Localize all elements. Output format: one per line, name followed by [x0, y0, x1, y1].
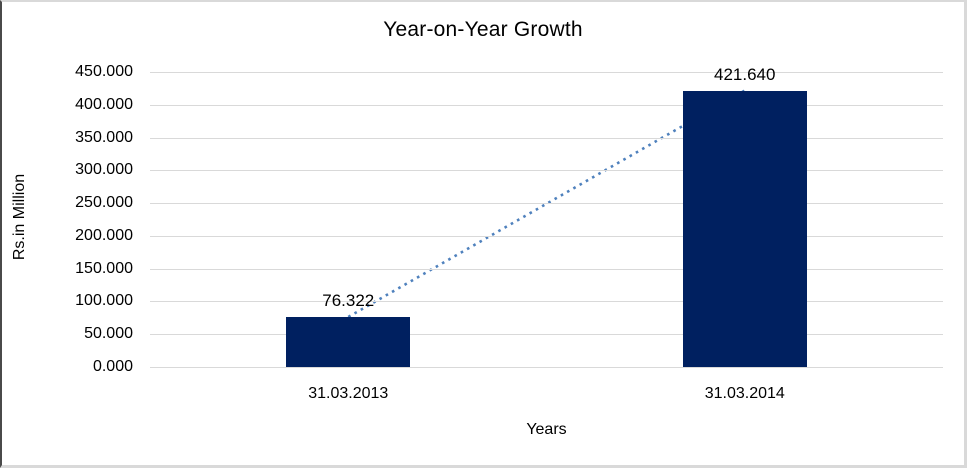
gridline: [150, 137, 943, 139]
gridline: [150, 104, 943, 106]
y-tick-label: 100.000: [75, 292, 133, 310]
y-axis-title: Rs.in Million: [11, 173, 28, 261]
y-tick-label: 450.000: [75, 63, 133, 80]
bar-31.03.2014: [682, 90, 807, 367]
gridline: [150, 334, 943, 336]
y-tick-label: 400.000: [75, 95, 133, 113]
gridline: [150, 170, 943, 172]
x-axis: 31.03.2013 31.03.2014: [150, 385, 943, 405]
y-tick-label: 250.000: [75, 194, 133, 212]
gridline: [150, 367, 943, 368]
chart-title: Year-on-Year Growth: [383, 18, 583, 41]
x-axis-title: Years: [526, 421, 567, 438]
y-tick-label: 150.000: [75, 259, 133, 277]
gridline: [150, 72, 943, 73]
y-tick-label: 200.000: [75, 226, 133, 244]
trendline: [347, 89, 746, 319]
gridline: [150, 203, 943, 205]
data-label: 76.322: [322, 290, 375, 310]
gridline: [150, 268, 943, 270]
gridline: [150, 301, 943, 303]
x-tick-label: 31.03.2013: [308, 385, 389, 402]
y-tick-label: 0.000: [92, 358, 133, 375]
plot-area: 76.322 421.640: [150, 65, 943, 368]
y-axis: 0.000 50.000 100.000 150.000 200.000 250.000 3…: [2, 63, 133, 375]
gridline: [150, 235, 943, 237]
x-tick-label: 31.03.2014: [704, 385, 785, 402]
data-label: 421.640: [714, 64, 776, 84]
y-tick-label: 300.000: [75, 161, 133, 179]
y-tick-label: 50.000: [84, 325, 133, 343]
y-tick-label: 350.000: [75, 128, 133, 146]
bar-31.03.2013: [286, 316, 411, 367]
